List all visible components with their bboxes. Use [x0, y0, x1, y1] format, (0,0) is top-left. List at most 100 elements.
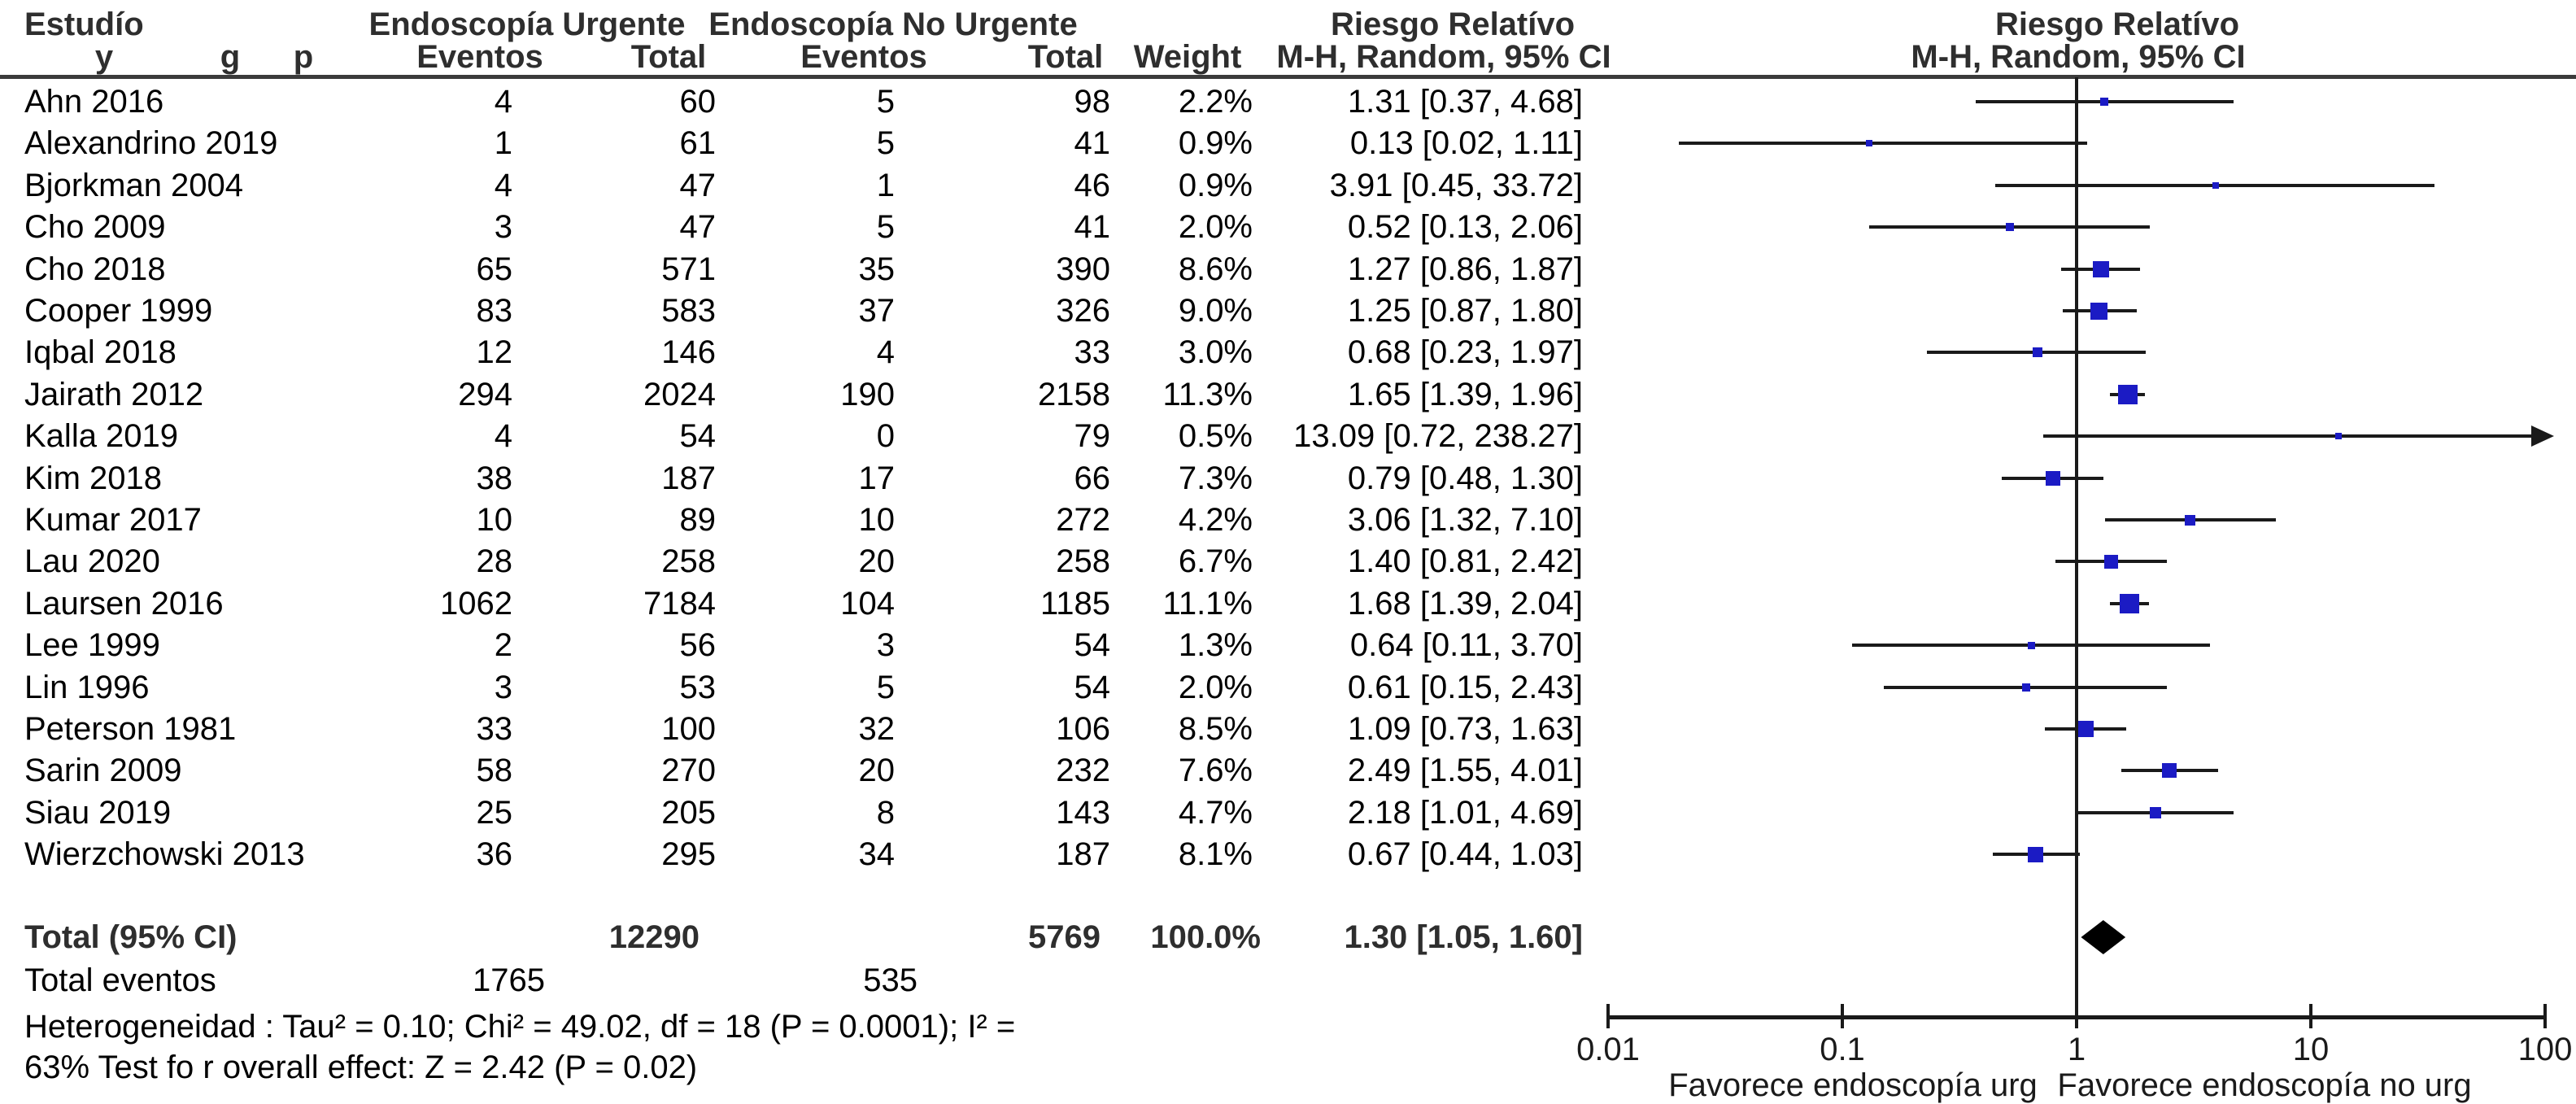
rr-ci-text: 0.52 [0.13, 2.06] [1347, 209, 1583, 246]
total-urgent-value: 61 [679, 125, 717, 162]
rr-ci-text: 0.61 [0.15, 2.43] [1347, 669, 1583, 705]
total-nonurgent-value: 41 [1074, 125, 1111, 162]
effect-square [2022, 683, 2031, 692]
events-nonurgent-value: 8 [876, 794, 895, 831]
study-name: Kumar 2017 [24, 502, 202, 538]
group-nonurgent-header: Endoscopía No Urgente [708, 7, 1078, 42]
weight-value: 8.5% [1178, 711, 1253, 747]
events-urgent-value: 28 [476, 543, 513, 580]
total-urgent-value: 47 [679, 209, 717, 246]
weight-value: 3.0% [1178, 334, 1253, 371]
effect-square [2162, 763, 2177, 779]
sub-letter-g: g [220, 39, 241, 75]
total-urgent-value: 56 [679, 627, 717, 664]
events-nonurgent-value: 5 [876, 125, 895, 162]
events-urgent-value: 4 [494, 84, 512, 120]
total-urgent-value: 583 [661, 293, 716, 329]
total-nonurgent-value: 106 [1056, 711, 1110, 747]
study-name: Laursen 2016 [24, 585, 224, 622]
weight-value: 0.9% [1178, 167, 1253, 203]
mh-random-ci-header-plot-column: M-H, Random, 95% CI [1911, 39, 2246, 75]
study-name: Wierzchowski 2013 [24, 836, 305, 873]
total-nonurgent-value: 66 [1074, 460, 1111, 496]
rr-ci-text: 0.67 [0.44, 1.03] [1347, 836, 1583, 873]
effect-square [2092, 260, 2109, 277]
events-nonurgent-value: 20 [858, 753, 896, 789]
rr-ci-text: 3.06 [1.32, 7.10] [1347, 502, 1583, 538]
rr-ci-text: 0.13 [0.02, 1.11] [1349, 125, 1583, 162]
study-name: Ahn 2016 [24, 84, 164, 120]
rr-ci-text: 0.68 [0.23, 1.97] [1347, 334, 1583, 371]
events-nonurgent-value: 32 [858, 711, 896, 747]
events-urgent-value: 38 [476, 460, 513, 496]
study-name: Kim 2018 [24, 460, 162, 496]
ci-arrow-right [2531, 425, 2554, 447]
weight-value: 4.7% [1178, 794, 1253, 831]
weight-value: 2.2% [1178, 84, 1253, 120]
header-separator-rule [0, 75, 2576, 79]
study-name: Sarin 2009 [24, 753, 182, 789]
events-urgent-value: 83 [476, 293, 513, 329]
total-urgent-value: 146 [661, 334, 716, 371]
events-nonurgent-value: 104 [840, 585, 895, 622]
events-urgent-value: 3 [494, 209, 512, 246]
events-nonurgent-header: Eventos [800, 39, 927, 75]
total-nonurgent-value: 232 [1056, 753, 1110, 789]
study-column-header: Estudío [24, 7, 144, 42]
x-axis-tick-label: 10 [2292, 1032, 2330, 1067]
total-urgent-value: 53 [679, 669, 717, 705]
study-name: Lin 1996 [24, 669, 150, 705]
total-nonurgent-value: 326 [1056, 293, 1110, 329]
total-nonurgent-sum: 5769 [1028, 919, 1101, 955]
total-nonurgent-value: 258 [1056, 543, 1110, 580]
effect-square [2032, 347, 2042, 358]
events-urgent-value: 12 [476, 334, 513, 371]
sub-letter-p: p [293, 39, 314, 75]
rr-ci-text: 1.31 [0.37, 4.68] [1347, 84, 1583, 120]
events-nonurgent-value: 4 [876, 334, 895, 371]
rr-ci-text: 2.18 [1.01, 4.69] [1347, 794, 1583, 831]
effect-square [2119, 593, 2139, 613]
favor-urgent-axis-label: Favorece endoscopía urg [1668, 1067, 2038, 1103]
relative-risk-header-text-column: Riesgo Relatívo [1330, 7, 1576, 42]
x-axis-tick [2075, 1004, 2078, 1028]
weight-header: Weight [1133, 39, 1242, 75]
events-nonurgent-value: 3 [876, 627, 895, 664]
ci-whisker [2042, 434, 2531, 439]
effect-square [2027, 641, 2035, 649]
rr-ci-text: 1.68 [1.39, 2.04] [1347, 585, 1583, 622]
weight-value: 11.3% [1162, 376, 1253, 412]
events-nonurgent-value: 17 [858, 460, 896, 496]
effect-square [2006, 223, 2015, 232]
weight-value: 2.0% [1178, 669, 1253, 705]
weight-value: 4.2% [1178, 502, 1253, 538]
study-name: Jairath 2012 [24, 376, 204, 412]
study-name: Siau 2019 [24, 794, 172, 831]
weight-value: 8.6% [1178, 251, 1253, 287]
effect-square [2150, 806, 2162, 818]
total-urgent-header: Total [630, 39, 707, 75]
rr-ci-text: 1.25 [0.87, 1.80] [1347, 293, 1583, 329]
total-events-nonurgent: 535 [863, 962, 918, 998]
total-urgent-value: 54 [679, 418, 717, 455]
total-nonurgent-value: 79 [1074, 418, 1111, 455]
group-urgent-header: Endoscopía Urgente [368, 7, 686, 42]
overall-effect-footnote: 63% Test fo r overall effect: Z = 2.42 (… [24, 1049, 698, 1085]
events-nonurgent-value: 20 [858, 543, 896, 580]
effect-square [2028, 846, 2044, 862]
total-nonurgent-value: 33 [1074, 334, 1111, 371]
rr-ci-text: 1.09 [0.73, 1.63] [1347, 711, 1583, 747]
rr-ci-text: 0.79 [0.48, 1.30] [1347, 460, 1583, 496]
effect-square [2117, 384, 2138, 404]
weight-value: 1.3% [1178, 627, 1253, 664]
events-nonurgent-value: 37 [858, 293, 896, 329]
rr-ci-text: 13.09 [0.72, 238.27] [1293, 418, 1583, 455]
total-urgent-value: 2024 [643, 376, 716, 412]
study-name: Lee 1999 [24, 627, 160, 664]
weight-value: 11.1% [1162, 585, 1253, 622]
total-urgent-value: 187 [661, 460, 716, 496]
total-urgent-value: 89 [679, 502, 717, 538]
x-axis-tick [1841, 1004, 1844, 1028]
total-urgent-value: 60 [679, 84, 717, 120]
effect-square [2077, 721, 2094, 737]
